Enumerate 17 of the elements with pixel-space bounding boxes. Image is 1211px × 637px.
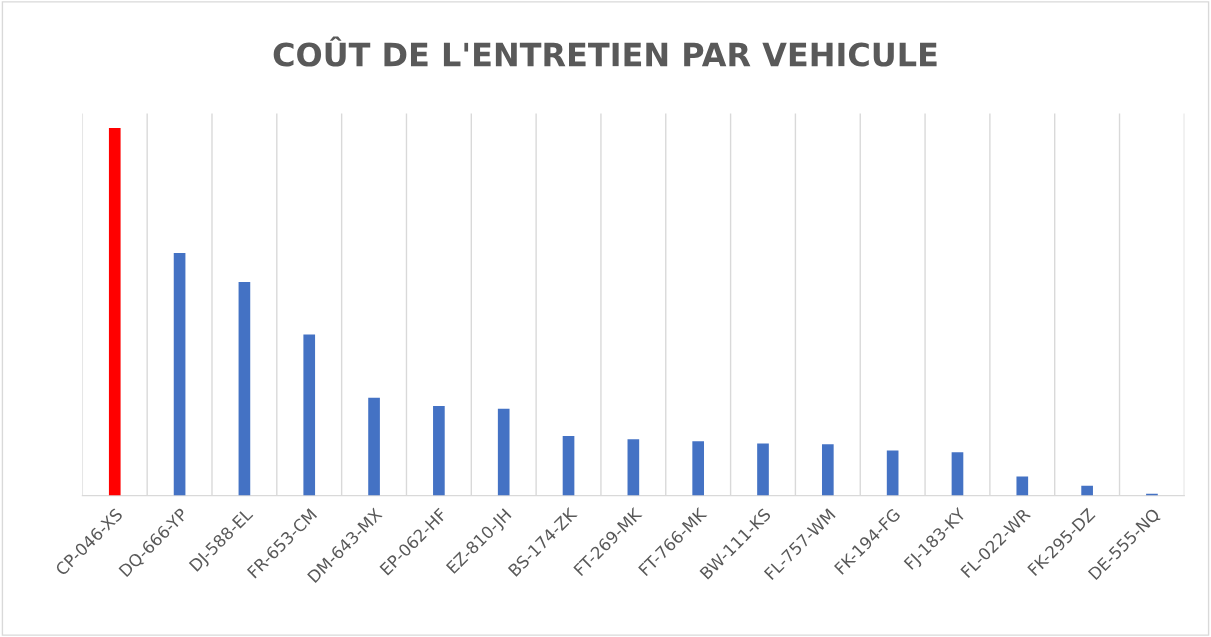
bar <box>757 443 769 496</box>
bar <box>1016 476 1029 496</box>
chart-title: COÛT DE L'ENTRETIEN PAR VEHICULE <box>273 36 937 67</box>
bar <box>1081 485 1093 496</box>
bar <box>886 450 899 496</box>
bar <box>173 253 186 496</box>
bar <box>497 408 510 496</box>
bar <box>303 334 316 496</box>
bar <box>368 397 380 496</box>
bar <box>238 282 251 496</box>
bar <box>108 128 121 496</box>
bar <box>951 452 964 496</box>
bar <box>562 436 575 496</box>
bar <box>821 444 834 496</box>
bar <box>692 441 705 496</box>
bar <box>627 439 640 496</box>
bar <box>433 405 445 496</box>
